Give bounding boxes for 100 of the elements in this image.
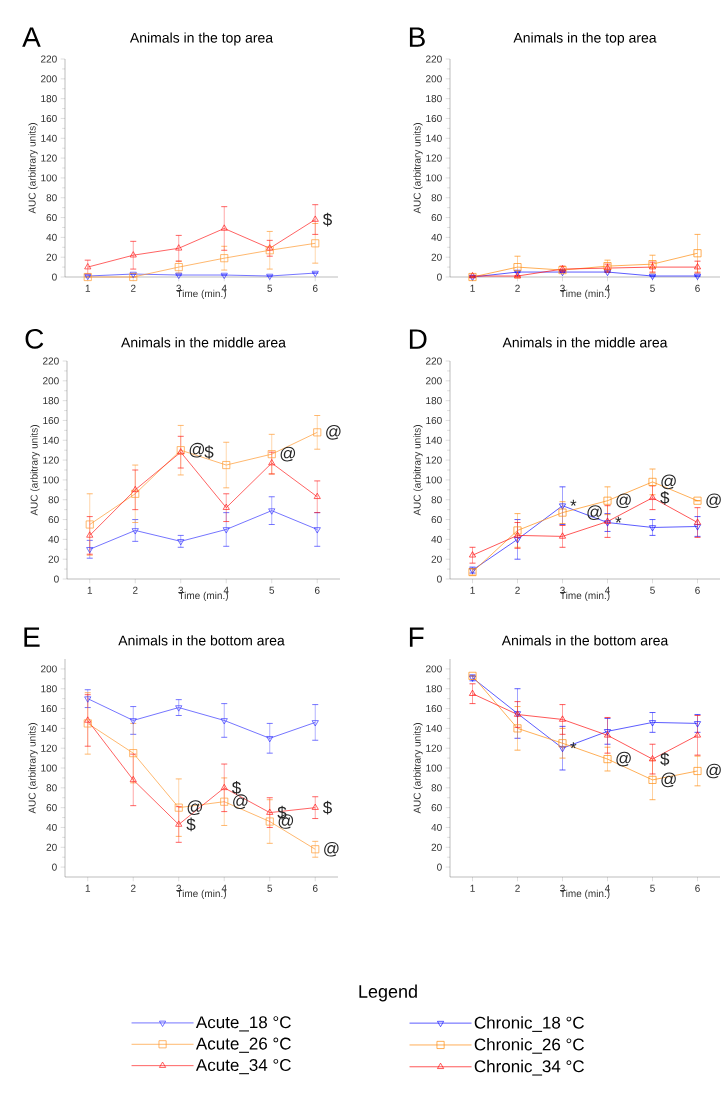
y-tick-label: 60 [48,516,59,524]
text: F [409,627,424,647]
chart-title: Animals in the bottom area [118,635,285,646]
legend-title: Legend [359,984,417,1002]
y-tick-label: 180 [43,397,59,405]
text: D [409,329,427,349]
y-tick-label: 220 [426,357,442,365]
y-tick-label: 200 [41,665,57,673]
annotation: @ [616,751,631,767]
y-tick-label: 180 [426,397,442,405]
legend-label: Acute_34 °C [195,1058,291,1075]
annotation: @ [233,794,248,810]
x-tick-label: 5 [650,586,655,594]
y-tick-label: 40 [431,535,442,543]
y-tick-label: 120 [41,154,57,162]
annotation: @ [661,474,676,490]
x-tick-label: 2 [130,284,136,292]
x-tick-label: 5 [269,586,275,594]
y-tick-label: 120 [426,456,442,464]
y-tick-label: 0 [437,575,442,583]
x-tick-label: 2 [130,884,136,892]
annotation: * [570,499,577,506]
y-axis-title: AUC (arbitrary units) [30,425,40,516]
annotation: @ [187,800,203,815]
y-tick-label: 40 [46,823,57,831]
y-tick-label: 100 [426,764,442,772]
y-tick-label: 140 [43,436,59,444]
y-tick-label: 0 [52,273,57,281]
x-tick-label: 5 [650,284,655,292]
text: B [409,27,425,47]
legend-label: Acute_26 °C [195,1037,291,1053]
y-tick-label: 200 [426,75,442,83]
annotation: $ [660,490,670,505]
annotation: @ [280,446,296,462]
y-tick-label: 100 [41,174,57,182]
y-tick-label: 140 [41,134,57,142]
y-tick-label: 160 [43,416,59,424]
y-tick-label: 80 [431,194,442,202]
y-tick-label: 160 [41,705,57,713]
chart-title: Animals in the top area [513,32,657,46]
x-tick-label: 2 [515,586,520,594]
y-tick-label: 120 [426,154,442,162]
y-tick-label: 80 [431,496,442,504]
y-tick-label: 160 [426,416,442,424]
y-tick-label: 0 [437,273,442,281]
y-axis-title: AUC (arbitrary units) [413,123,423,214]
annotation: @ [587,505,602,520]
annotation: @ [706,763,721,779]
y-tick-label: 180 [41,95,57,103]
y-tick-label: 180 [41,685,57,693]
y-tick-label: 220 [41,55,57,63]
y-tick-label: 60 [431,516,442,524]
x-tick-label: 2 [515,884,520,892]
x-tick-label: 2 [515,284,520,292]
legend-label: Chronic_18 °C [474,1016,584,1032]
y-tick-label: 140 [41,724,57,732]
chart-title: Animals in the top area [129,32,274,46]
y-tick-label: 220 [43,357,59,365]
annotation: $ [660,752,670,766]
x-tick-label: 1 [470,586,475,594]
y-tick-label: 0 [52,863,57,871]
annotation: $ [204,445,214,460]
y-tick-label: 60 [46,804,57,812]
annotation: @ [189,442,205,458]
y-tick-label: 100 [426,476,442,484]
y-tick-label: 200 [41,75,57,83]
y-tick-label: 220 [426,55,442,63]
x-tick-label: 6 [695,586,700,594]
y-tick-label: 180 [426,685,442,693]
legend-label: Chronic_26 °C [474,1038,584,1054]
annotation: @ [616,493,631,509]
y-tick-label: 120 [41,744,57,752]
y-tick-label: 100 [43,476,59,484]
y-axis-title: AUC (arbitrary units) [28,123,38,214]
annotation: @ [661,772,676,788]
y-axis-title: AUC (arbitrary units) [413,723,423,814]
y-tick-label: 40 [431,823,442,831]
y-tick-label: 140 [426,724,442,732]
annotation: $ [322,212,332,227]
y-tick-label: 60 [46,214,57,222]
annotation: * [615,516,622,523]
y-tick-label: 140 [426,134,442,142]
x-tick-label: 1 [470,884,475,892]
text: A [22,27,41,47]
annotation: $ [322,800,332,815]
y-axis-title: AUC (arbitrary units) [413,425,423,516]
y-tick-label: 100 [41,764,57,772]
x-tick-label: 1 [85,284,91,292]
y-tick-label: 200 [426,377,442,385]
legend-label: Chronic_34 °C [474,1059,584,1076]
x-tick-label: 5 [267,284,273,292]
annotation: @ [326,425,341,440]
x-tick-label: 2 [132,586,138,594]
y-tick-label: 20 [431,843,442,851]
y-tick-label: 80 [431,784,442,792]
annotation: $ [231,780,241,795]
chart-title: Animals in the middle area [502,337,668,348]
x-tick-label: 6 [695,884,700,892]
y-tick-label: 80 [46,784,57,792]
y-tick-label: 200 [426,665,442,673]
